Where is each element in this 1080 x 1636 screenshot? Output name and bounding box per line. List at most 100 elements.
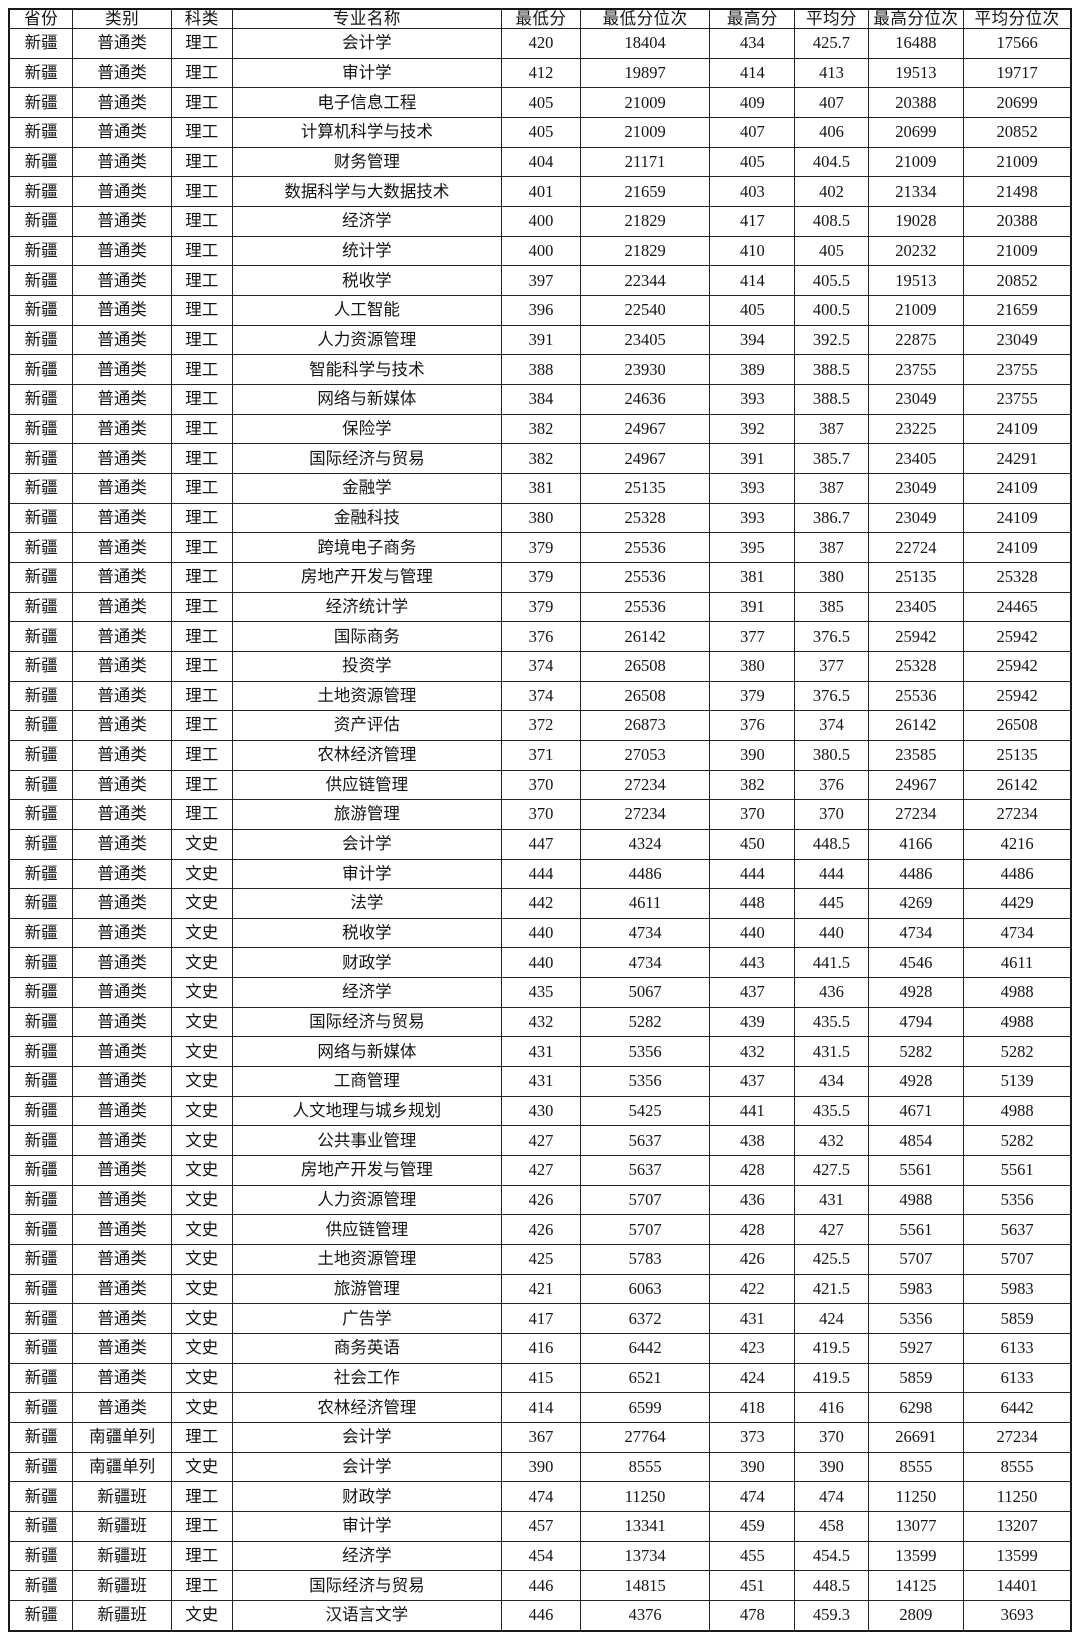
table-cell: 405 bbox=[709, 146, 796, 178]
column-header: 最低分 bbox=[501, 8, 581, 30]
table-cell: 444 bbox=[794, 858, 869, 890]
table-cell: 454.5 bbox=[794, 1540, 869, 1572]
table-cell: 广告学 bbox=[231, 1303, 503, 1335]
table-cell: 文史 bbox=[170, 888, 233, 919]
table-cell: 理工 bbox=[170, 472, 233, 504]
table-row: 新疆 普通类 文史 土地资源管理 425 5783 426 425.5 5707 5707 bbox=[8, 1244, 1072, 1275]
table-cell: 普通类 bbox=[72, 591, 172, 623]
table-cell: 普通类 bbox=[72, 769, 172, 801]
table-cell: 415 bbox=[501, 1362, 581, 1394]
table-cell: 理工 bbox=[170, 324, 233, 356]
table-cell: 392.5 bbox=[794, 324, 869, 356]
table-cell: 394 bbox=[709, 324, 796, 356]
table-cell: 普通类 bbox=[72, 117, 172, 148]
table-cell: 新疆 bbox=[8, 1481, 74, 1512]
table-row: 新疆 普通类 文史 农林经济管理 414 6599 418 416 6298 6442 bbox=[8, 1392, 1072, 1423]
table-row: 新疆 南疆单列 理工 会计学 367 27764 373 370 26691 27234 bbox=[8, 1421, 1072, 1453]
table-cell: 25135 bbox=[867, 561, 965, 593]
table-cell: 379 bbox=[501, 532, 581, 563]
table-cell: 普通类 bbox=[72, 888, 172, 919]
table-row: 新疆 新疆班 文史 汉语言文学 446 4376 478 459.3 2809 3693 bbox=[8, 1599, 1072, 1632]
table-cell: 21829 bbox=[579, 235, 711, 267]
table-cell: 404 bbox=[501, 146, 581, 178]
table-cell: 经济学 bbox=[231, 977, 503, 1008]
table-cell: 财务管理 bbox=[231, 146, 503, 178]
table-cell: 381 bbox=[501, 472, 581, 504]
table-cell: 405 bbox=[501, 117, 581, 148]
table-cell: 文史 bbox=[170, 1244, 233, 1275]
table-cell: 新疆 bbox=[8, 1570, 74, 1601]
table-cell: 11250 bbox=[867, 1481, 965, 1512]
table-cell: 普通类 bbox=[72, 1244, 172, 1275]
table-cell: 统计学 bbox=[231, 235, 503, 267]
table-cell: 新疆 bbox=[8, 1451, 74, 1483]
table-cell: 443 bbox=[709, 947, 796, 979]
table-row: 新疆 普通类 理工 统计学 400 21829 410 405 20232 21009 bbox=[8, 235, 1072, 267]
table-row: 新疆 普通类 理工 会计学 420 18404 434 425.7 16488 17566 bbox=[8, 28, 1072, 59]
table-cell: 380 bbox=[709, 650, 796, 682]
table-cell: 423 bbox=[709, 1333, 796, 1364]
table-cell: 新疆 bbox=[8, 947, 74, 979]
table-cell: 税收学 bbox=[231, 265, 503, 297]
table-cell: 计算机科学与技术 bbox=[231, 117, 503, 148]
table-cell: 393 bbox=[709, 502, 796, 534]
table-cell: 5637 bbox=[963, 1214, 1072, 1246]
table-cell: 432 bbox=[501, 1006, 581, 1038]
table-cell: 理工 bbox=[170, 1481, 233, 1512]
table-cell: 农林经济管理 bbox=[231, 1392, 503, 1423]
table-cell: 376 bbox=[794, 769, 869, 801]
table-cell: 普通类 bbox=[72, 858, 172, 890]
table-cell: 451 bbox=[709, 1570, 796, 1601]
table-row: 新疆 普通类 理工 国际经济与贸易 382 24967 391 385.7 23405 24291 bbox=[8, 443, 1072, 474]
table-cell: 理工 bbox=[170, 650, 233, 682]
table-cell: 13599 bbox=[963, 1540, 1072, 1572]
table-cell: 370 bbox=[709, 799, 796, 830]
table-cell: 新疆 bbox=[8, 680, 74, 712]
table-cell: 文史 bbox=[170, 1184, 233, 1216]
table-cell: 23930 bbox=[579, 354, 711, 386]
table-cell: 普通类 bbox=[72, 739, 172, 771]
table-cell: 437 bbox=[709, 977, 796, 1008]
table-cell: 386.7 bbox=[794, 502, 869, 534]
table-cell: 4928 bbox=[867, 1066, 965, 1097]
table-cell: 5425 bbox=[579, 1095, 711, 1127]
table-cell: 450 bbox=[709, 828, 796, 860]
table-cell: 5783 bbox=[579, 1244, 711, 1275]
table-cell: 430 bbox=[501, 1095, 581, 1127]
table-cell: 5282 bbox=[963, 1125, 1072, 1157]
table-cell: 理工 bbox=[170, 710, 233, 741]
table-cell: 424 bbox=[709, 1362, 796, 1394]
table-cell: 保险学 bbox=[231, 413, 503, 445]
table-cell: 24465 bbox=[963, 591, 1072, 623]
table-cell: 4611 bbox=[579, 888, 711, 919]
table-cell: 理工 bbox=[170, 117, 233, 148]
table-cell: 普通类 bbox=[72, 650, 172, 682]
table-cell: 新疆 bbox=[8, 532, 74, 563]
table-cell: 27234 bbox=[963, 799, 1072, 830]
table-cell: 国际商务 bbox=[231, 621, 503, 652]
table-cell: 401 bbox=[501, 176, 581, 208]
table-row: 新疆 普通类 文史 会计学 447 4324 450 448.5 4166 4216 bbox=[8, 828, 1072, 860]
table-row: 新疆 普通类 文史 人文地理与城乡规划 430 5425 441 435.5 4671 4988 bbox=[8, 1095, 1072, 1127]
table-cell: 426 bbox=[501, 1214, 581, 1246]
table-cell: 新疆 bbox=[8, 888, 74, 919]
table-cell: 新疆 bbox=[8, 87, 74, 119]
table-cell: 431 bbox=[501, 1066, 581, 1097]
column-header: 专业名称 bbox=[231, 8, 503, 30]
table-cell: 4928 bbox=[867, 977, 965, 1008]
table-cell: 普通类 bbox=[72, 57, 172, 89]
table-cell: 374 bbox=[794, 710, 869, 741]
table-cell: 会计学 bbox=[231, 28, 503, 59]
table-cell: 474 bbox=[709, 1481, 796, 1512]
table-row: 新疆 普通类 理工 网络与新媒体 384 24636 393 388.5 23049 23755 bbox=[8, 384, 1072, 415]
table-cell: 新疆 bbox=[8, 235, 74, 267]
table-cell: 文史 bbox=[170, 1599, 233, 1632]
table-cell: 23049 bbox=[963, 324, 1072, 356]
table-cell: 382 bbox=[709, 769, 796, 801]
table-body: 新疆 普通类 理工 会计学 420 18404 434 425.7 16488 17566 新疆 普通… bbox=[8, 28, 1072, 1632]
table-cell: 国际经济与贸易 bbox=[231, 443, 503, 474]
table-cell: 新疆 bbox=[8, 650, 74, 682]
table-cell: 385.7 bbox=[794, 443, 869, 474]
table-cell: 27234 bbox=[579, 769, 711, 801]
table-cell: 旅游管理 bbox=[231, 799, 503, 830]
